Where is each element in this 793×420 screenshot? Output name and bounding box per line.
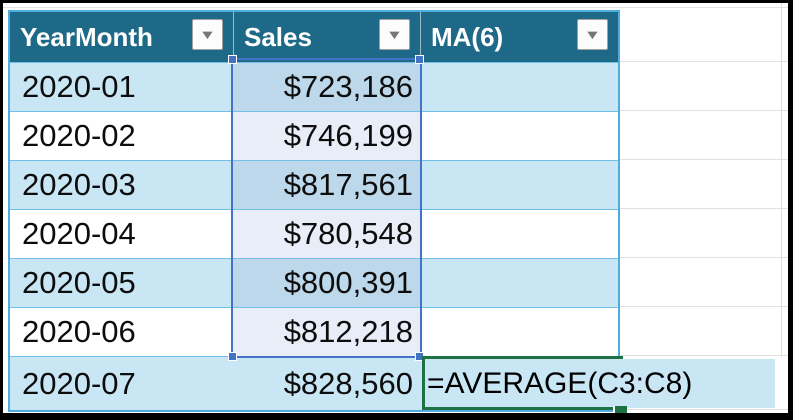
column-header-label: MA(6) [431,21,504,52]
sales-cell[interactable]: $723,186 [233,63,420,111]
sales-table: YearMonth ▼ Sales ▼ MA(6) ▼ [8,10,620,412]
selection-handle[interactable] [228,352,237,361]
spreadsheet-canvas: YearMonth ▼ Sales ▼ MA(6) ▼ [3,3,788,413]
yearmonth-cell[interactable]: 2020-04 [22,216,136,251]
table-row: 2020-03 $817,561 [10,160,618,209]
ma6-cell[interactable] [420,210,618,258]
sales-cell[interactable]: $812,218 [233,308,420,356]
filter-dropdown-icon: ▼ [385,27,404,42]
fill-handle[interactable] [613,406,627,413]
gridline [620,61,788,62]
table-row: 2020-05 $800,391 [10,258,618,307]
yearmonth-cell[interactable]: 2020-07 [22,365,136,401]
filter-dropdown-icon: ▼ [583,27,602,42]
sales-cell[interactable]: $828,560 [283,365,413,401]
filter-dropdown-ma6[interactable]: ▼ [577,19,608,50]
yearmonth-cell[interactable]: 2020-03 [22,167,136,202]
column-header-ma6[interactable]: MA(6) ▼ [420,12,618,62]
table-row: 2020-04 $780,548 [10,209,618,258]
table-row: 2020-02 $746,199 [10,111,618,160]
gridline [620,110,788,111]
sales-cell[interactable]: $817,561 [233,161,420,209]
gridline [620,208,788,209]
ma6-cell[interactable] [420,161,618,209]
sales-cell[interactable]: $800,391 [233,259,420,307]
yearmonth-cell[interactable]: 2020-06 [22,314,136,349]
table-row: 2020-07 $828,560 [10,356,618,410]
gridline [620,306,788,307]
sales-cell[interactable]: $780,548 [233,210,420,258]
ma6-cell[interactable] [420,63,618,111]
sales-cell[interactable]: $746,199 [233,112,420,160]
selection-handle[interactable] [415,55,424,64]
table-row: 2020-06 $812,218 [10,307,618,356]
formula-editor[interactable]: =AVERAGE(C3:C8) [427,367,693,400]
gridline [620,159,788,160]
formula-edit-overlay [613,359,775,408]
yearmonth-cell[interactable]: 2020-02 [22,118,136,153]
ma6-cell[interactable] [420,112,618,160]
filter-dropdown-sales[interactable]: ▼ [379,19,410,50]
ma6-cell[interactable] [420,259,618,307]
column-header-sales[interactable]: Sales ▼ [233,12,420,62]
selection-handle[interactable] [228,55,237,64]
gridline [781,3,782,357]
column-header-label: YearMonth [20,21,153,52]
table-header-row: YearMonth ▼ Sales ▼ MA(6) ▼ [10,12,618,62]
table-row: 2020-01 $723,186 [10,62,618,111]
gridline [620,409,788,410]
filter-dropdown-icon: ▼ [198,27,217,42]
gridline [620,257,788,258]
yearmonth-cell[interactable]: 2020-01 [22,69,136,104]
selection-handle[interactable] [415,352,424,361]
gridline [620,355,788,356]
filter-dropdown-yearmonth[interactable]: ▼ [192,19,223,50]
column-header-yearmonth[interactable]: YearMonth ▼ [10,12,233,62]
yearmonth-cell[interactable]: 2020-05 [22,265,136,300]
column-header-label: Sales [244,21,312,52]
ma6-cell[interactable] [420,308,618,356]
gridline [3,7,788,8]
